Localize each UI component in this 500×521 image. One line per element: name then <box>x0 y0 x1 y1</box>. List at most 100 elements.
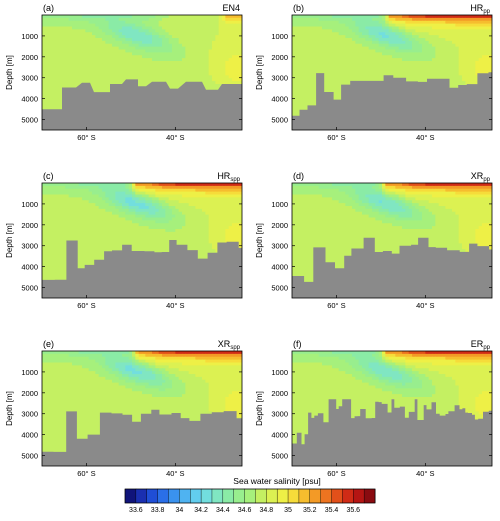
panel-frame <box>41 14 243 131</box>
colorbar-swatch <box>135 488 148 504</box>
y-tick-label: 1000 <box>271 200 288 209</box>
colorbar-swatch <box>200 488 213 504</box>
panel-letter: (b) <box>293 3 304 13</box>
colorbar-swatch <box>124 488 137 504</box>
colorbar-swatch <box>244 488 256 504</box>
colorbar-swatch <box>222 488 235 504</box>
panel-letter: (e) <box>43 339 54 349</box>
colorbar-swatch <box>157 488 169 504</box>
y-tick-label: 5000 <box>21 452 38 461</box>
colorbar-swatch <box>320 488 333 504</box>
colorbar-swatch <box>190 488 202 504</box>
panel-name: XRspp <box>218 339 241 351</box>
bathymetry <box>42 409 242 466</box>
y-tick-label: 1000 <box>21 200 38 209</box>
colorbar-label: Sea water salinity [psu] <box>233 476 320 486</box>
colorbar-tick-label: 34.8 <box>259 507 273 514</box>
panel-e: 1000 2000 3000 4000 5000 60° S 40° S Depth [m] (… <box>5 339 243 478</box>
colorbar-tick-label: 35.6 <box>346 507 360 514</box>
x-tick-label: 60° S <box>77 469 95 478</box>
x-tick-label: 40° S <box>416 133 434 142</box>
y-tick-label: 1000 <box>21 368 38 377</box>
colorbar-swatch <box>287 488 300 504</box>
panel-f: 1000 2000 3000 4000 5000 60° S 40° S Depth [m] (… <box>255 339 493 478</box>
bathymetry <box>42 240 242 298</box>
y-tick-label: 2000 <box>21 53 38 62</box>
colorbar-swatch <box>233 488 246 504</box>
y-tick-label: 3000 <box>21 410 38 419</box>
panel-name: HRpp <box>470 3 490 15</box>
panel-frame <box>41 350 243 467</box>
y-tick-label: 2000 <box>271 221 288 230</box>
y-tick-label: 5000 <box>271 116 288 125</box>
colorbar-swatch <box>331 488 343 504</box>
colorbar-tick-label: 35.4 <box>325 507 339 514</box>
colorbar: 33.6 33.8 34 34.2 34.4 34.6 34.8 35 35.2 35.4 35.6 <box>124 488 376 514</box>
panel-name: ERpp <box>471 339 491 351</box>
y-tick-label: 3000 <box>21 242 38 251</box>
colorbar-swatch <box>146 488 159 504</box>
y-tick-label: 1000 <box>271 368 288 377</box>
colorbar-tick-label: 34 <box>175 507 183 514</box>
panel-letter: (c) <box>43 171 54 181</box>
y-tick-label: 4000 <box>21 263 38 272</box>
y-tick-label: 3000 <box>21 74 38 83</box>
colorbar-swatch <box>342 488 354 504</box>
y-tick-label: 2000 <box>271 53 288 62</box>
y-axis-label: Depth [m] <box>255 55 264 90</box>
panel-letter: (f) <box>293 339 302 349</box>
x-tick-label: 40° S <box>416 469 434 478</box>
bathymetry <box>292 399 492 466</box>
colorbar-tick-label: 33.6 <box>129 507 143 514</box>
y-tick-label: 4000 <box>271 95 288 104</box>
y-tick-label: 5000 <box>21 284 38 293</box>
panel-b: 1000 2000 3000 4000 5000 60° S 40° S Depth [m] (… <box>255 3 493 142</box>
y-axis-label: Depth [m] <box>255 391 264 426</box>
panel-frame <box>291 14 493 131</box>
panel-a: 1000 2000 3000 4000 5000 60° S 40° S Depth [m] (… <box>5 3 243 142</box>
salinity-field <box>42 15 242 130</box>
colorbar-swatch <box>353 488 365 504</box>
panels: 1000 2000 3000 4000 5000 60° S 40° S Depth [m] (… <box>5 3 493 478</box>
y-tick-label: 4000 <box>21 95 38 104</box>
colorbar-swatch <box>298 488 311 504</box>
y-axis-label: Depth [m] <box>5 223 14 258</box>
y-tick-label: 2000 <box>271 389 288 398</box>
x-tick-label: 40° S <box>166 469 184 478</box>
x-tick-label: 40° S <box>166 301 184 310</box>
bathymetry <box>292 237 492 298</box>
colorbar-swatch <box>179 488 191 504</box>
y-tick-label: 5000 <box>21 116 38 125</box>
colorbar-tick-label: 35.2 <box>303 507 317 514</box>
panel-name: XRpp <box>471 171 491 183</box>
panel-letter: (d) <box>293 171 304 181</box>
colorbar-swatch <box>168 488 180 504</box>
panel-name: HRspp <box>217 171 240 183</box>
x-tick-label: 40° S <box>166 133 184 142</box>
y-tick-label: 1000 <box>21 32 38 41</box>
y-axis-label: Depth [m] <box>255 223 264 258</box>
y-tick-label: 1000 <box>271 32 288 41</box>
x-tick-label: 60° S <box>327 133 345 142</box>
colorbar-swatch <box>255 488 267 504</box>
panel-c: 1000 2000 3000 4000 5000 60° S 40° S Depth [m] (… <box>5 171 243 310</box>
colorbar-swatch <box>276 488 289 504</box>
x-tick-label: 60° S <box>77 301 95 310</box>
y-tick-label: 2000 <box>21 221 38 230</box>
colorbar-tick-label: 33.8 <box>151 507 165 514</box>
y-tick-label: 3000 <box>271 74 288 83</box>
colorbar-tick-label: 34.6 <box>238 507 252 514</box>
y-tick-label: 3000 <box>271 410 288 419</box>
panel-frame <box>291 350 493 467</box>
y-axis-label: Depth [m] <box>5 391 14 426</box>
y-tick-label: 4000 <box>21 431 38 440</box>
y-tick-label: 5000 <box>271 284 288 293</box>
panel-frame <box>41 182 243 299</box>
panel-letter: (a) <box>43 3 54 13</box>
panel-d: 1000 2000 3000 4000 5000 60° S 40° S Depth [m] (… <box>255 171 493 310</box>
y-tick-label: 5000 <box>271 452 288 461</box>
y-tick-label: 2000 <box>21 389 38 398</box>
x-tick-label: 60° S <box>327 301 345 310</box>
y-tick-label: 4000 <box>271 431 288 440</box>
